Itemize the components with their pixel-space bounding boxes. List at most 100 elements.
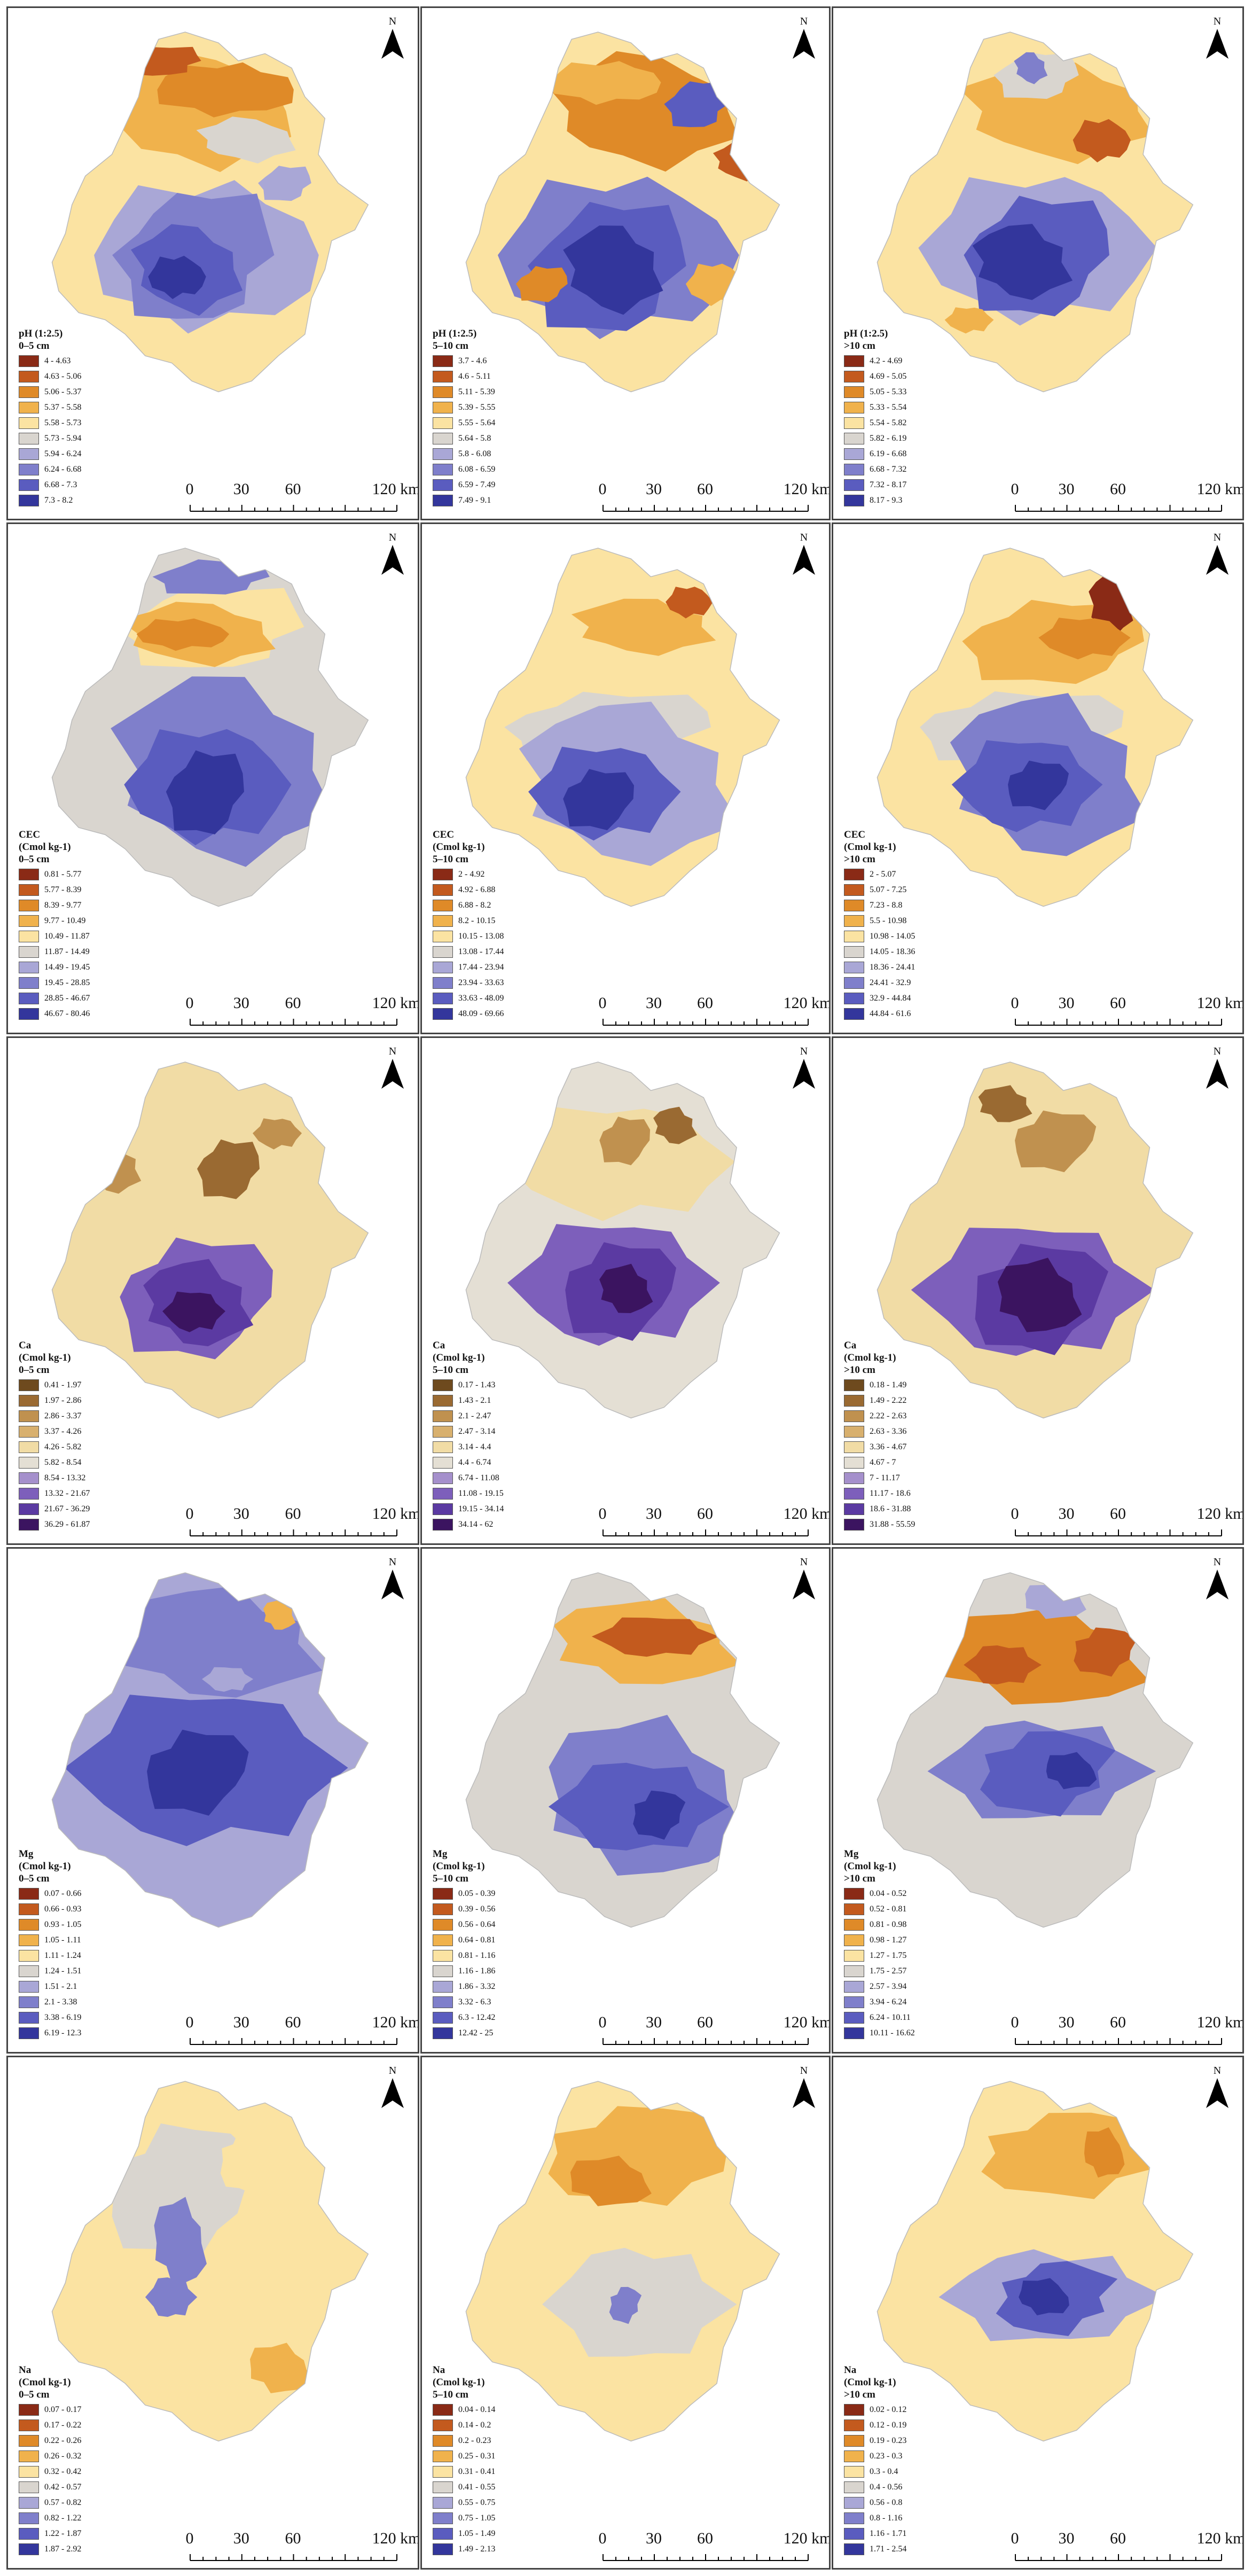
legend-class-label: 5.54 - 5.82 [870,418,907,427]
legend-class-row: 0.64 - 0.81 [433,1932,495,1948]
scale-tick-label: 120 km [372,2530,419,2547]
region-outline [877,1572,1194,1928]
legend-class-row: 1.43 - 2.1 [433,1393,504,1408]
legend-depth: 5–10 cm [433,2389,469,2400]
legend-class-row: 5.73 - 5.94 [19,431,81,446]
legend-class-row: 1.49 - 2.13 [433,2541,495,2557]
legend-swatch [433,1487,453,1500]
legend-class-row: 11.17 - 18.6 [844,1486,915,1501]
legend-swatch [844,1487,864,1500]
scale-tick-label: 60 [285,2013,301,2031]
legend-class-label: 6.19 - 12.3 [44,2028,82,2038]
legend-class-label: 3.14 - 4.4 [458,1442,491,1451]
legend-class-label: 36.29 - 61.87 [44,1519,90,1529]
map-legend: pH (1:2.5) 0–5 cm 4 - 4.63 4.63 - 5.06 5.06 … [19,329,81,508]
north-label: N [388,1045,397,1057]
legend-class-label: 14.49 - 19.45 [44,962,90,972]
choropleth-map [465,2081,780,2442]
legend-class-label: 10.11 - 16.62 [870,2028,915,2038]
legend-swatch [844,1425,864,1438]
legend-swatch [19,2434,39,2447]
legend-swatch [844,977,864,989]
north-arrow-icon [381,545,404,575]
north-arrow: N [379,2065,406,2112]
legend-class-label: 1.11 - 1.24 [44,1950,81,1960]
legend-swatch [19,386,39,398]
legend-class-label: 13.32 - 21.67 [44,1488,90,1498]
legend-class-label: 5.11 - 5.39 [458,387,495,396]
legend-class-row: 0.12 - 0.19 [844,2417,906,2433]
scale-tick-label: 120 km [372,1505,419,1523]
legend-swatch [844,386,864,398]
legend-class-row: 2.22 - 2.63 [844,1408,915,1424]
scale-bar: 0 30 60 120 km [599,1505,829,1541]
legend-class-row: 0.05 - 0.39 [433,1886,495,1901]
map-legend: Mg (Cmol kg-1) 5–10 cm 0.05 - 0.39 0.39 - 0.… [433,1849,495,2041]
legend-class-label: 0.23 - 0.3 [870,2451,903,2461]
choropleth-map [465,1572,780,1928]
legend-class-row: 1.24 - 1.51 [19,1963,81,1979]
legend-class-row: 3.14 - 4.4 [433,1439,504,1455]
scale-tick-label: 60 [1110,2013,1126,2031]
legend-swatch [844,2450,864,2462]
map-zone-class-2 [197,1139,260,1199]
legend-swatch [844,2434,864,2447]
legend-swatch [844,448,864,460]
legend-class-row: 0.56 - 0.64 [433,1917,495,1932]
scale-tick-label: 120 km [1196,2530,1244,2547]
scale-bar-ticks [190,1019,397,1026]
map-zone-class-10 [147,1729,249,1816]
legend-swatch [433,1996,453,2008]
legend-class-row: 0.14 - 0.2 [433,2417,495,2433]
legend-class-row: 4.63 - 5.06 [19,369,81,384]
legend-class-label: 44.84 - 61.6 [870,1009,911,1018]
legend-class-label: 6.19 - 6.68 [870,449,907,458]
legend-swatch [19,915,39,927]
legend-swatch [433,2465,453,2478]
legend-class-label: 5.77 - 8.39 [44,885,82,894]
choropleth-map [51,1572,369,1928]
north-label: N [800,2065,808,2077]
scale-bar: 0 30 60 120 km [186,480,418,517]
legend-class-row: 21.67 - 36.29 [19,1501,90,1517]
legend-swatch [844,370,864,383]
map-panel-ca-1: N Ca (Cmol kg-1) 0–5 cm 0.41 - 1.97 1.97 - 2.… [6,1036,419,1545]
legend-class-label: 13.08 - 17.44 [458,947,504,956]
legend-class-row: 5.77 - 8.39 [19,882,90,897]
legend-class-label: 0.8 - 1.16 [870,2513,903,2523]
legend-title: Mg [433,1848,448,1860]
scale-bar-ticks [190,505,397,512]
map-legend: pH (1:2.5) 5–10 cm 3.7 - 4.6 4.6 - 5.11 5.11… [433,329,495,508]
legend-swatch [844,1379,864,1391]
choropleth-map [877,548,1194,907]
legend-swatch [19,1903,39,1915]
legend-class-label: 0.32 - 0.42 [44,2466,82,2476]
scale-bar-ticks [1015,1529,1222,1536]
legend-class-row: 0.17 - 1.43 [433,1377,504,1393]
legend-swatch [433,1394,453,1407]
legend-class-label: 5.55 - 5.64 [458,418,496,427]
north-label: N [800,15,808,27]
legend-class-row: 9.77 - 10.49 [19,913,90,928]
map-zone-class-10 [972,224,1073,300]
scale-bar-ticks [190,1529,397,1536]
north-arrow: N [379,1045,406,1092]
legend-class-label: 0.66 - 0.93 [44,1904,82,1914]
legend-class-label: 11.08 - 19.15 [458,1488,504,1498]
legend-swatch [19,1518,39,1531]
legend-swatch [433,977,453,989]
legend-depth: 0–5 cm [19,2389,50,2400]
scale-bar: 0 30 60 120 km [599,2013,829,2050]
legend-class-label: 0.04 - 0.14 [458,2405,496,2414]
legend-class-row: 8.39 - 9.77 [19,897,90,913]
legend-class-row: 3.36 - 4.67 [844,1439,915,1455]
map-zone-class-7 [202,1667,254,1692]
legend-class-label: 0.57 - 0.82 [44,2497,82,2507]
legend-class-label: 5.73 - 5.94 [44,433,82,443]
region-outline [465,548,780,907]
north-arrow: N [791,15,817,63]
legend-class-row: 2.1 - 3.38 [19,1994,81,2010]
scale-tick-label: 0 [1011,480,1019,498]
legend-class-row: 0.32 - 0.42 [19,2464,81,2479]
region-outline [465,32,780,393]
